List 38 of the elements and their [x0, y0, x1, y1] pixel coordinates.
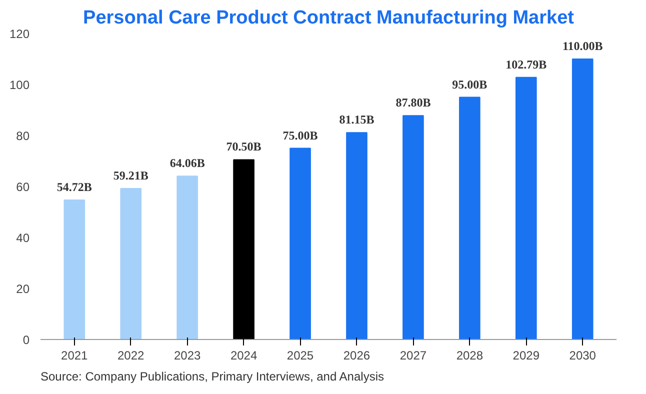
bar	[290, 148, 311, 340]
bar	[176, 176, 198, 340]
y-tick-label: 120	[9, 27, 30, 41]
y-tick-label: 20	[16, 282, 30, 296]
data-label: 87.80B	[396, 96, 431, 110]
x-tick-label: 2028	[456, 348, 484, 362]
bar	[515, 76, 537, 340]
data-label: 75.00B	[282, 128, 318, 142]
x-tick-label: 2025	[286, 348, 314, 362]
data-label: 81.15B	[339, 112, 374, 127]
data-label: 70.50B	[226, 140, 262, 154]
x-tick-label: 2024	[230, 348, 258, 362]
x-tick-label: 2022	[118, 348, 145, 362]
bar	[346, 132, 368, 340]
bar	[572, 58, 594, 340]
bar	[120, 188, 142, 340]
x-tick-label: 2021	[61, 348, 88, 362]
x-tick-label: 2026	[343, 348, 370, 362]
y-tick-label: 60	[16, 180, 30, 194]
y-tick-label: 100	[9, 78, 30, 92]
data-label: 64.06B	[170, 156, 205, 170]
y-tick-label: 40	[16, 231, 30, 245]
x-tick-label: 2029	[512, 348, 540, 362]
y-tick-label: 80	[16, 129, 30, 143]
source-note: Source: Company Publications, Primary Interviews, and Analysis	[40, 370, 384, 384]
bar	[459, 96, 480, 340]
data-label: 102.79B	[506, 57, 547, 72]
x-tick-label: 2030	[569, 348, 596, 362]
chart-title: Personal Care Product Contract Manufacturing Market	[83, 8, 575, 28]
data-label: 59.21B	[113, 168, 148, 183]
x-tick-label: 2023	[174, 348, 201, 362]
bar	[402, 115, 424, 340]
data-label: 95.00B	[452, 77, 488, 92]
y-tick-label: 0	[22, 333, 30, 347]
data-label: 110.00B	[562, 39, 603, 53]
x-tick-label: 2027	[400, 348, 427, 362]
bar	[64, 199, 86, 340]
data-label: 54.72B	[56, 180, 92, 194]
